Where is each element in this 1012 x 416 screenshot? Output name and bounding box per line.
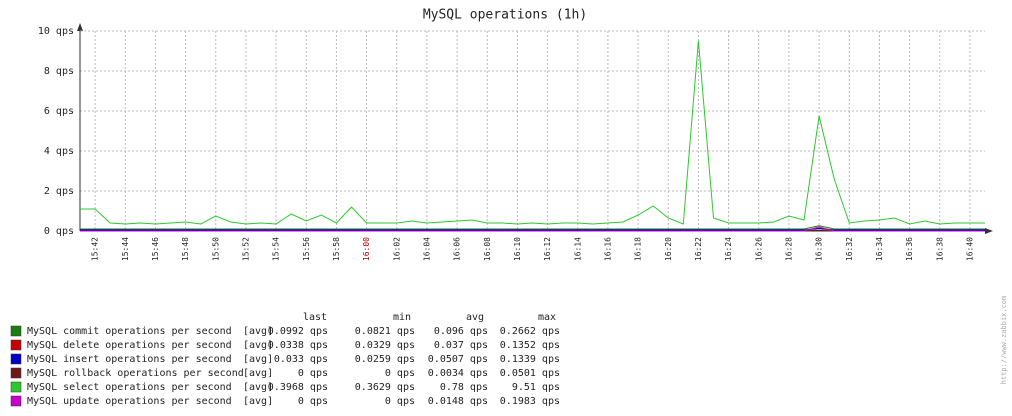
x-tick-label: 16:22 [694, 237, 703, 261]
legend-stat: 0.1983 qps [500, 396, 560, 407]
x-tick-label: 15:50 [211, 237, 220, 261]
legend-header: avg [466, 312, 484, 323]
x-tick-label: 16:28 [784, 237, 793, 261]
x-tick-label: 16:06 [453, 237, 462, 261]
x-tick-label: 16:18 [634, 237, 643, 261]
legend-stat: 0.0821 qps [355, 326, 415, 337]
series-line [80, 226, 985, 232]
x-tick-label: 16:00 [362, 237, 371, 261]
legend-stat: 0.78 qps [440, 382, 488, 393]
legend-func: [avg] [243, 326, 273, 337]
legend-stat: 0.0034 qps [428, 368, 488, 379]
legend-name: MySQL insert operations per second [27, 354, 232, 365]
legend-stat: 0 qps [298, 396, 328, 407]
legend-stat: 0.0329 qps [355, 340, 415, 351]
y-tick-label: 10 qps [38, 26, 74, 37]
x-tick-label: 16:26 [754, 237, 763, 261]
legend-stat: 0.0338 qps [268, 340, 328, 351]
x-tick-label: 16:24 [724, 237, 733, 261]
legend-stat: 0.1352 qps [500, 340, 560, 351]
x-tick-label: 16:12 [543, 237, 552, 261]
legend-swatch [10, 339, 22, 351]
series-line [80, 225, 985, 230]
legend-stat: 0.0259 qps [355, 354, 415, 365]
legend-stat: 0.3629 qps [355, 382, 415, 393]
x-tick-label: 15:54 [272, 237, 281, 261]
legend-stat: 0 qps [298, 368, 328, 379]
legend-swatch [10, 325, 22, 337]
x-tick-label: 16:04 [422, 237, 431, 261]
x-tick-label: 16:30 [815, 237, 824, 261]
x-tick-label: 16:32 [845, 237, 854, 261]
legend-name: MySQL commit operations per second [27, 326, 232, 337]
legend-name: MySQL update operations per second [27, 396, 232, 407]
legend-stat: 0.1339 qps [500, 354, 560, 365]
legend-header: max [538, 312, 556, 323]
legend-stat: 0 qps [385, 396, 415, 407]
legend-stat: 0.0992 qps [268, 326, 328, 337]
y-tick-label: 4 qps [44, 146, 74, 157]
chart-title: MySQL operations (1h) [423, 8, 587, 23]
legend-header: min [393, 312, 411, 323]
x-tick-label: 16:36 [905, 237, 914, 261]
legend-name: MySQL delete operations per second [27, 340, 232, 351]
legend-func: [avg] [243, 354, 273, 365]
legend-func: [avg] [243, 396, 273, 407]
x-tick-label: 15:48 [181, 237, 190, 261]
legend-stat: 0.0501 qps [500, 368, 560, 379]
x-tick-label: 16:14 [573, 237, 582, 261]
legend-func: [avg] [243, 382, 273, 393]
x-tick-label: 15:56 [302, 237, 311, 261]
x-tick-label: 16:20 [664, 237, 673, 261]
legend-stat: 0.3968 qps [268, 382, 328, 393]
legend-stat: 0.033 qps [274, 354, 328, 365]
y-tick-label: 2 qps [44, 186, 74, 197]
x-tick-label: 15:42 [91, 237, 100, 261]
x-tick-label: 16:02 [392, 237, 401, 261]
series-line [80, 227, 985, 231]
x-axis-arrow [985, 228, 993, 234]
legend-stat: 0 qps [385, 368, 415, 379]
legend-swatch [10, 395, 22, 407]
legend-swatch [10, 353, 22, 365]
legend-stat: 0.037 qps [434, 340, 488, 351]
watermark: http://www.zabbix.com [1000, 296, 1008, 385]
x-tick-label: 15:58 [332, 237, 341, 261]
series-line [80, 40, 985, 225]
legend-header: last [303, 312, 327, 323]
legend-stat: 9.51 qps [512, 382, 560, 393]
x-tick-label: 16:34 [875, 237, 884, 261]
legend-name: MySQL select operations per second [27, 382, 232, 393]
y-axis-arrow [77, 23, 83, 31]
legend-swatch [10, 367, 22, 379]
x-tick-label: 15:46 [151, 237, 160, 261]
legend-stat: 0.0507 qps [428, 354, 488, 365]
x-tick-label: 16:08 [483, 237, 492, 261]
x-tick-label: 15:52 [241, 237, 250, 261]
y-tick-label: 8 qps [44, 66, 74, 77]
x-tick-label: 16:16 [603, 237, 612, 261]
legend-func: [avg] [243, 340, 273, 351]
y-tick-label: 6 qps [44, 106, 74, 117]
legend-swatch [10, 381, 22, 393]
y-tick-label: 0 qps [44, 226, 74, 237]
x-tick-label: 16:38 [935, 237, 944, 261]
legend-name: MySQL rollback operations per second [27, 368, 244, 379]
x-tick-label: 16:40 [965, 237, 974, 261]
x-tick-label: 15:44 [121, 237, 130, 261]
legend-stat: 0.2662 qps [500, 326, 560, 337]
legend-stat: 0.096 qps [434, 326, 488, 337]
legend-stat: 0.0148 qps [428, 396, 488, 407]
x-tick-label: 16:10 [513, 237, 522, 261]
legend-func: [avg] [243, 368, 273, 379]
